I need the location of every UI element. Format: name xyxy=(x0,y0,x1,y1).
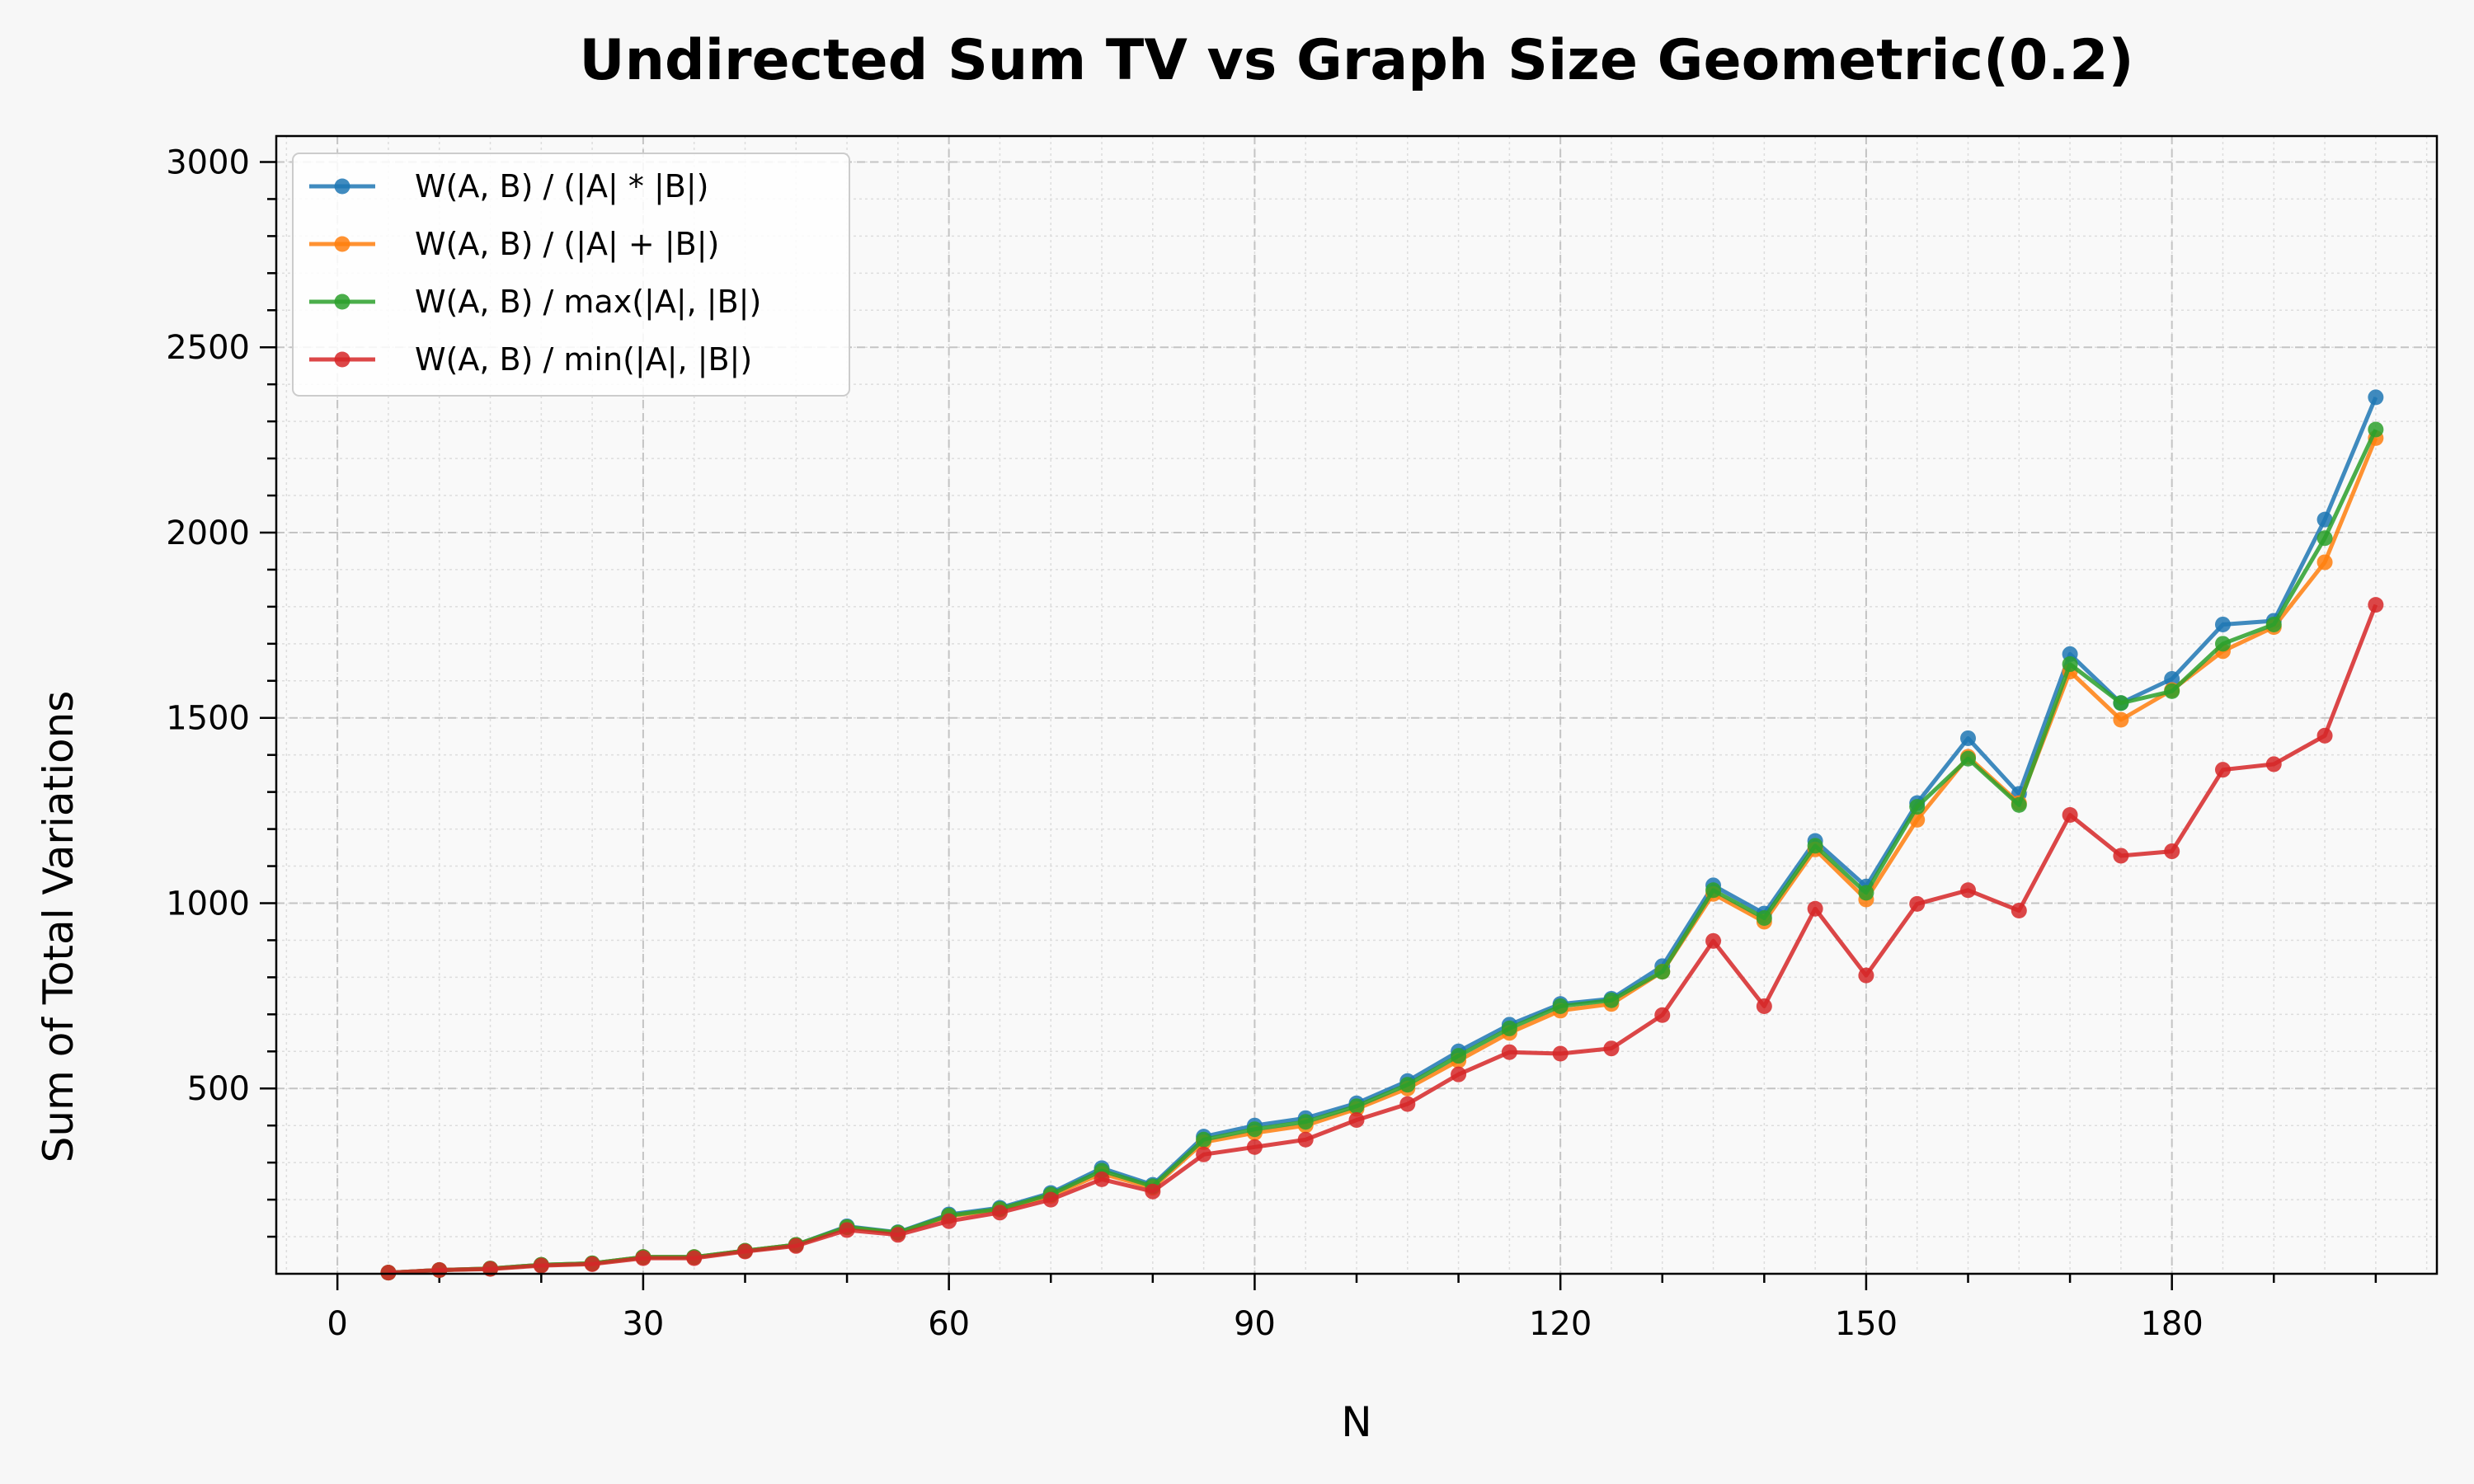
data-point-series-3 xyxy=(1399,1077,1416,1093)
x-tick-label: 90 xyxy=(1234,1305,1276,1343)
y-tick-label: 2000 xyxy=(166,514,250,552)
data-point-series-4 xyxy=(686,1250,703,1266)
data-point-series-3 xyxy=(2164,683,2180,699)
data-point-series-4 xyxy=(635,1250,651,1266)
data-point-series-4 xyxy=(2214,762,2231,778)
data-point-series-3 xyxy=(1807,838,1823,854)
data-point-series-3 xyxy=(2368,421,2384,438)
data-point-series-3 xyxy=(1858,885,1874,901)
data-point-series-3 xyxy=(1909,799,1926,815)
data-point-series-1 xyxy=(2164,671,2180,688)
data-point-series-4 xyxy=(533,1257,549,1274)
y-tick-label: 2500 xyxy=(166,329,250,367)
data-point-series-4 xyxy=(890,1227,906,1243)
legend-label-1: W(A, B) / (|A| * |B|) xyxy=(415,168,709,205)
chart-title: Undirected Sum TV vs Graph Size Geometri… xyxy=(579,28,2133,93)
data-point-series-4 xyxy=(2265,756,2282,773)
data-point-series-4 xyxy=(2113,848,2129,864)
data-point-series-3 xyxy=(2214,636,2231,652)
y-tick-label: 1000 xyxy=(166,885,250,923)
data-point-series-4 xyxy=(1145,1183,1161,1200)
data-point-series-4 xyxy=(1399,1096,1416,1112)
data-point-series-1 xyxy=(2316,511,2333,528)
data-point-series-3 xyxy=(1348,1098,1365,1115)
y-tick-label: 1500 xyxy=(166,700,250,738)
y-tick-label: 500 xyxy=(187,1070,250,1108)
data-point-series-3 xyxy=(1501,1020,1517,1036)
data-point-series-4 xyxy=(1552,1045,1569,1062)
legend-label-4: W(A, B) / min(|A|, |B|) xyxy=(415,341,752,378)
data-point-series-4 xyxy=(1705,932,1722,949)
data-point-series-3 xyxy=(1756,909,1772,926)
legend-marker-3 xyxy=(334,294,350,310)
data-point-series-4 xyxy=(1501,1044,1517,1060)
data-point-series-3 xyxy=(1654,964,1671,980)
data-point-series-4 xyxy=(1756,998,1772,1014)
legend-label-3: W(A, B) / max(|A|, |B|) xyxy=(415,284,761,321)
data-point-series-4 xyxy=(1094,1171,1110,1187)
data-point-series-4 xyxy=(2316,727,2333,744)
data-point-series-3 xyxy=(2113,695,2129,711)
data-point-series-4 xyxy=(736,1243,753,1260)
data-point-series-3 xyxy=(1960,750,1977,767)
x-tick-label: 180 xyxy=(2140,1305,2203,1343)
x-tick-label: 30 xyxy=(622,1305,664,1343)
data-point-series-1 xyxy=(2214,616,2231,632)
data-point-series-4 xyxy=(1297,1131,1314,1148)
data-point-series-4 xyxy=(2368,597,2384,613)
data-point-series-3 xyxy=(1451,1048,1467,1064)
data-point-series-4 xyxy=(1960,882,1977,899)
data-point-series-3 xyxy=(1246,1121,1263,1138)
data-point-series-3 xyxy=(2316,530,2333,547)
legend-marker-2 xyxy=(334,236,350,252)
x-axis-label: N xyxy=(1341,1398,1371,1446)
data-point-series-4 xyxy=(991,1205,1008,1221)
data-point-series-4 xyxy=(1451,1066,1467,1082)
data-point-series-1 xyxy=(2368,389,2384,406)
y-axis-label: Sum of Total Variations xyxy=(35,691,82,1163)
x-tick-label: 150 xyxy=(1835,1305,1898,1343)
data-point-series-4 xyxy=(2011,902,2027,918)
data-point-series-3 xyxy=(1196,1131,1212,1148)
data-point-series-4 xyxy=(1654,1007,1671,1023)
data-point-series-2 xyxy=(2113,711,2129,728)
series-line-4 xyxy=(388,603,2378,1275)
data-point-series-4 xyxy=(1348,1111,1365,1128)
y-tick-label: 3000 xyxy=(166,143,250,181)
x-tick-label: 60 xyxy=(928,1305,970,1343)
data-point-series-3 xyxy=(2062,656,2078,673)
data-point-series-3 xyxy=(1552,998,1569,1014)
data-point-series-4 xyxy=(1807,900,1823,917)
data-point-series-4 xyxy=(431,1262,448,1279)
data-point-series-1 xyxy=(1960,730,1977,746)
legend-label-2: W(A, B) / (|A| + |B|) xyxy=(415,226,719,263)
data-point-series-3 xyxy=(2265,616,2282,632)
data-point-series-4 xyxy=(1246,1139,1263,1155)
data-point-series-4 xyxy=(380,1265,397,1281)
data-point-series-4 xyxy=(584,1256,600,1272)
data-point-series-4 xyxy=(1042,1191,1059,1208)
data-point-series-4 xyxy=(941,1213,957,1229)
data-point-series-3 xyxy=(2011,796,2027,813)
data-point-series-4 xyxy=(839,1222,855,1238)
x-tick-label: 0 xyxy=(327,1305,347,1343)
data-point-series-4 xyxy=(1858,967,1874,984)
data-point-series-4 xyxy=(1603,1040,1620,1057)
data-point-series-3 xyxy=(1297,1114,1314,1130)
x-tick-label: 120 xyxy=(1529,1305,1592,1343)
data-point-series-4 xyxy=(1909,895,1926,912)
data-point-series-4 xyxy=(788,1237,804,1254)
axes-frame xyxy=(275,134,2439,1275)
legend-marker-4 xyxy=(334,351,350,368)
data-point-series-4 xyxy=(2062,807,2078,824)
data-point-series-4 xyxy=(2164,843,2180,860)
data-point-series-2 xyxy=(2316,554,2333,571)
plot-area: 0 30 60 90 120 150 180 500 1000 1500 2000 2500 3000 W… xyxy=(166,134,2439,1343)
legend-marker-1 xyxy=(334,178,350,195)
data-point-series-4 xyxy=(1196,1146,1212,1162)
data-point-series-3 xyxy=(1705,882,1722,899)
legend-box xyxy=(292,153,850,397)
data-point-series-3 xyxy=(1603,992,1620,1008)
